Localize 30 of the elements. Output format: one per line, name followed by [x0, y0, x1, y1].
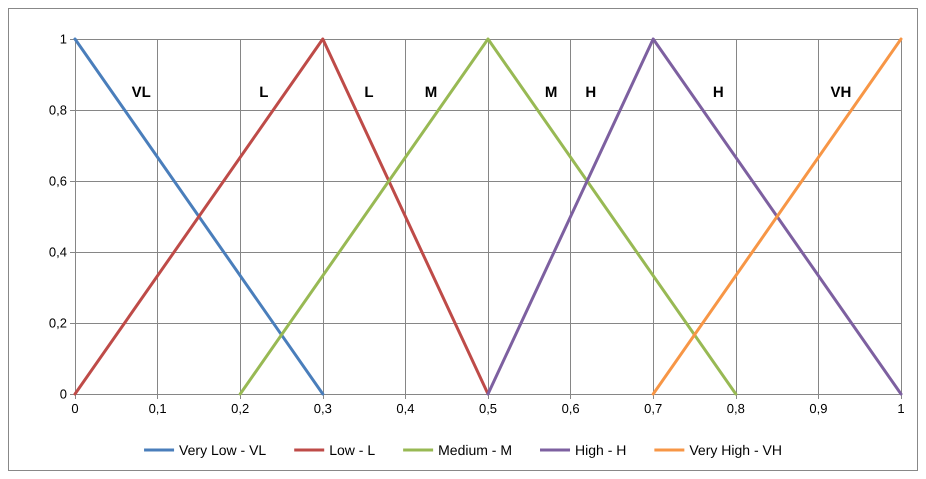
y-tick-label: 0	[60, 386, 67, 402]
legend-label: Very Low - VL	[179, 442, 266, 458]
legend-label: High - H	[575, 442, 626, 458]
annotation: VH	[830, 84, 852, 102]
y-tick-label: 0,6	[48, 174, 67, 188]
x-tick-label: 0,7	[644, 401, 662, 416]
x-tick-label: 0,3	[314, 401, 332, 416]
x-tick-label: 1	[897, 401, 905, 416]
x-tick-label: 0,1	[148, 401, 167, 416]
x-tick-label: 0,4	[396, 401, 414, 416]
annotation: L	[259, 84, 268, 102]
x-tick-label: 0	[71, 401, 79, 416]
annotation: H	[712, 84, 724, 102]
x-tick-label: 0,5	[478, 401, 498, 416]
y-tick-label: 0,2	[48, 316, 67, 330]
annotation: VL	[132, 84, 151, 102]
x-tick-label: 0,6	[562, 401, 580, 416]
legend-label: Low - L	[329, 442, 376, 458]
annotation: H	[585, 84, 596, 102]
y-tick-label: 1	[60, 32, 67, 46]
annotation: M	[424, 84, 438, 102]
annotation: M	[544, 84, 558, 102]
legend-label: Medium - M	[438, 442, 512, 458]
x-tick-label: 0,2	[231, 401, 250, 416]
x-tick-label: 0,8	[726, 401, 745, 416]
annotation: L	[364, 84, 374, 102]
y-tick-label: 0,4	[48, 244, 67, 260]
x-tick-label: 0,9	[809, 401, 828, 416]
y-tick-label: 0,8	[48, 102, 67, 118]
legend-label: Very High - VH	[689, 442, 782, 458]
